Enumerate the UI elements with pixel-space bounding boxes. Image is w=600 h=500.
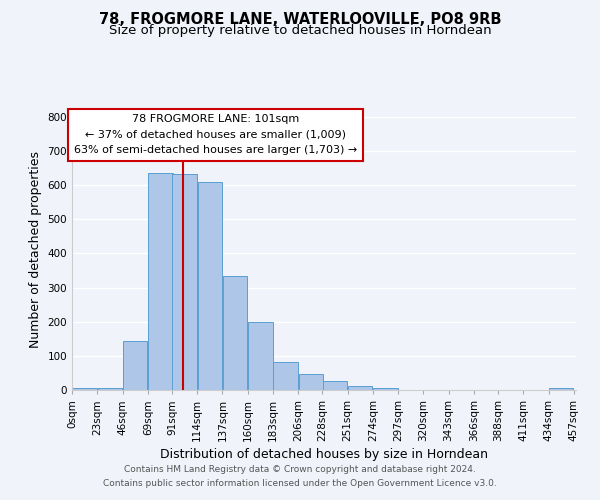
- Bar: [123, 341, 148, 390]
- Bar: [248, 322, 272, 390]
- Bar: [373, 388, 398, 390]
- Bar: [98, 388, 122, 390]
- Text: 78 FROGMORE LANE: 101sqm
← 37% of detached houses are smaller (1,009)
63% of sem: 78 FROGMORE LANE: 101sqm ← 37% of detach…: [74, 114, 357, 156]
- Bar: [197, 182, 222, 390]
- Y-axis label: Number of detached properties: Number of detached properties: [29, 152, 42, 348]
- Bar: [274, 362, 298, 390]
- Text: Contains HM Land Registry data © Crown copyright and database right 2024.
Contai: Contains HM Land Registry data © Crown c…: [103, 466, 497, 487]
- Bar: [223, 276, 247, 390]
- Text: Size of property relative to detached houses in Horndean: Size of property relative to detached ho…: [109, 24, 491, 37]
- Bar: [323, 381, 347, 390]
- Bar: [549, 388, 574, 390]
- Bar: [172, 174, 197, 390]
- Bar: [148, 173, 173, 390]
- Text: 78, FROGMORE LANE, WATERLOOVILLE, PO8 9RB: 78, FROGMORE LANE, WATERLOOVILLE, PO8 9R…: [99, 12, 501, 28]
- Bar: [348, 386, 373, 390]
- Bar: [299, 374, 323, 390]
- X-axis label: Distribution of detached houses by size in Horndean: Distribution of detached houses by size …: [160, 448, 488, 461]
- Bar: [73, 388, 97, 390]
